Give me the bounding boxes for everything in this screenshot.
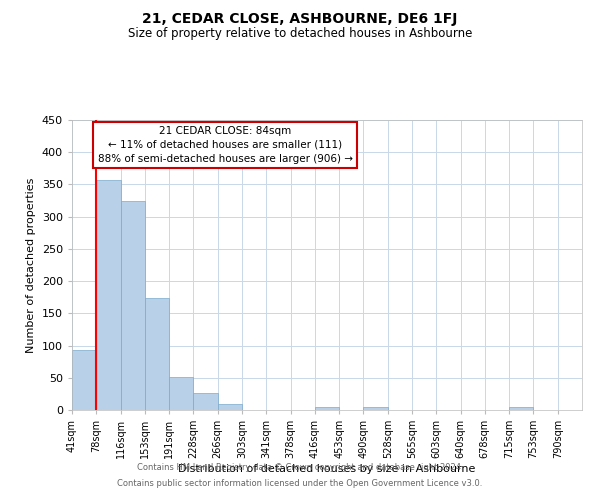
Y-axis label: Number of detached properties: Number of detached properties	[26, 178, 36, 352]
Text: 21 CEDAR CLOSE: 84sqm
← 11% of detached houses are smaller (111)
88% of semi-det: 21 CEDAR CLOSE: 84sqm ← 11% of detached …	[97, 126, 353, 164]
Text: Contains public sector information licensed under the Open Government Licence v3: Contains public sector information licen…	[118, 478, 482, 488]
Text: Contains HM Land Registry data © Crown copyright and database right 2024.: Contains HM Land Registry data © Crown c…	[137, 464, 463, 472]
Bar	[315, 407, 339, 410]
Bar	[169, 377, 193, 410]
Bar	[218, 404, 242, 410]
Text: 21, CEDAR CLOSE, ASHBOURNE, DE6 1FJ: 21, CEDAR CLOSE, ASHBOURNE, DE6 1FJ	[142, 12, 458, 26]
Bar	[145, 298, 169, 410]
Bar	[364, 407, 388, 410]
Text: Size of property relative to detached houses in Ashbourne: Size of property relative to detached ho…	[128, 28, 472, 40]
Bar	[121, 200, 145, 410]
Bar	[193, 393, 218, 410]
Bar	[509, 408, 533, 410]
X-axis label: Distribution of detached houses by size in Ashbourne: Distribution of detached houses by size …	[178, 464, 476, 474]
Bar	[72, 350, 96, 410]
Bar	[96, 180, 121, 410]
